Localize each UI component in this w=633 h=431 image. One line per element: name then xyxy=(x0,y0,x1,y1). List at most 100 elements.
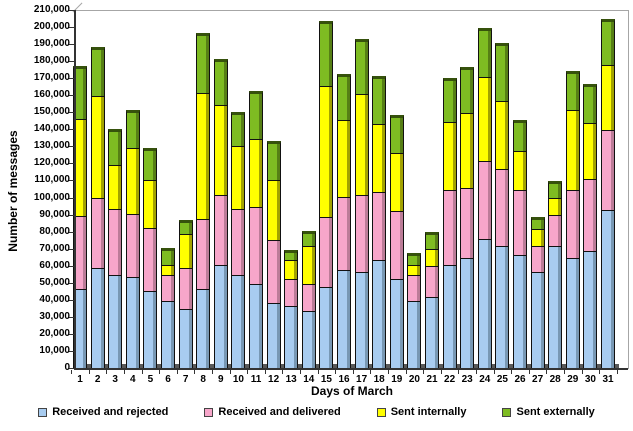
x-axis-tick-label: 1 xyxy=(77,374,83,385)
x-axis-tick-label: 26 xyxy=(514,374,526,385)
bar-base-shadow xyxy=(103,364,109,369)
bar-segment-sent-internally xyxy=(460,113,475,188)
x-axis-tick-label: 17 xyxy=(356,374,368,385)
bar-segment-received-and-delivered xyxy=(460,188,475,258)
x-axis-tick-label: 28 xyxy=(549,374,561,385)
bar-segment-received-and-rejected xyxy=(125,277,140,369)
x-axis-tick-label: 2 xyxy=(94,374,101,385)
y-axis-tick-label: 200,000 xyxy=(33,21,70,33)
x-axis-tick-label: 31 xyxy=(602,374,614,385)
legend-swatch-icon xyxy=(204,407,214,417)
x-axis-tick xyxy=(528,370,530,374)
y-axis-tick-label: 100,000 xyxy=(33,191,70,203)
bar-base-shadow xyxy=(86,364,91,369)
y-axis-tick xyxy=(69,299,74,301)
bar-segment-received-and-rejected xyxy=(495,246,510,369)
bar-segment-received-and-delivered xyxy=(73,216,87,289)
bar-base-shadow xyxy=(226,364,232,369)
bar-segment-sent-externally xyxy=(266,141,281,180)
y-axis-tick-label: 80,000 xyxy=(39,225,70,237)
stacked-bar-day-18 xyxy=(372,76,387,369)
legend: Received and rejected Received and delive… xyxy=(0,406,633,418)
y-axis-tick-label: 70,000 xyxy=(39,242,70,254)
bar-segment-sent-internally xyxy=(495,101,510,169)
bar-segment-sent-internally xyxy=(178,234,193,268)
bar-segment-received-and-delivered xyxy=(601,130,615,210)
bar-segment-received-and-rejected xyxy=(407,301,422,369)
y-axis-tick xyxy=(69,27,74,29)
bar-segment-received-and-delivered xyxy=(530,246,545,272)
stacked-bar-day-5 xyxy=(143,148,158,369)
bar-segment-sent-externally xyxy=(125,110,140,148)
y-axis-tick xyxy=(69,197,74,199)
bar-base-shadow xyxy=(402,364,408,369)
y-axis-tick-label: 20,000 xyxy=(39,327,70,339)
stacked-bar-day-23 xyxy=(460,67,475,369)
bar-segment-received-and-rejected xyxy=(389,279,404,369)
bar-segment-received-and-delivered xyxy=(565,190,580,258)
y-axis-tick-label: 190,000 xyxy=(33,38,70,50)
stacked-bar-day-1 xyxy=(73,66,87,369)
stacked-bar-day-15 xyxy=(319,21,334,369)
stacked-bar-day-21 xyxy=(425,232,439,369)
x-axis-tick-label: 22 xyxy=(444,374,456,385)
bar-segment-sent-externally xyxy=(442,78,457,122)
x-axis-tick xyxy=(352,370,354,374)
bar-segment-received-and-delivered xyxy=(125,214,140,277)
bar-segment-sent-internally xyxy=(513,151,527,190)
x-axis-tick xyxy=(141,370,143,374)
bar-segment-sent-externally xyxy=(213,59,228,105)
bar-segment-sent-externally xyxy=(108,129,123,165)
x-axis-tick-label: 21 xyxy=(426,374,438,385)
bar-base-shadow xyxy=(297,364,303,369)
bar-base-shadow xyxy=(314,364,320,369)
bar-segment-received-and-delivered xyxy=(319,217,334,287)
x-axis-tick xyxy=(264,370,266,374)
x-axis-tick xyxy=(493,370,495,374)
stacked-bar-day-13 xyxy=(284,250,299,369)
bar-segment-sent-internally xyxy=(565,110,580,190)
x-axis-tick-label: 29 xyxy=(567,374,579,385)
bar-segment-received-and-rejected xyxy=(513,255,527,369)
y-axis-tick-label: 130,000 xyxy=(33,140,70,152)
bar-segment-sent-internally xyxy=(301,246,316,284)
bar-segment-received-and-rejected xyxy=(249,284,263,369)
x-axis-tick xyxy=(388,370,389,374)
y-axis-tick-label: 160,000 xyxy=(33,89,70,101)
x-axis-tick-label: 12 xyxy=(268,374,280,385)
y-axis-tick-label: 120,000 xyxy=(33,157,70,169)
legend-item: Received and rejected xyxy=(38,406,168,418)
bar-base-shadow xyxy=(121,364,127,369)
bar-base-shadow xyxy=(209,364,215,369)
bar-segment-received-and-rejected xyxy=(460,258,475,369)
bar-segment-sent-externally xyxy=(407,253,422,265)
bar-base-shadow xyxy=(543,364,549,369)
bar-segment-sent-internally xyxy=(161,265,175,275)
bar-segment-sent-externally xyxy=(495,43,510,101)
y-axis-line xyxy=(74,10,76,369)
bar-base-shadow xyxy=(438,364,443,369)
bar-segment-sent-internally xyxy=(530,229,545,246)
y-axis-tick-label: 30,000 xyxy=(39,310,70,322)
bar-base-shadow xyxy=(367,364,373,369)
x-axis-tick-label: 30 xyxy=(584,374,596,385)
bar-segment-received-and-rejected xyxy=(425,297,439,369)
bar-segment-received-and-rejected xyxy=(266,303,281,369)
bar-segment-sent-externally xyxy=(143,148,158,180)
x-axis-tick xyxy=(581,370,583,374)
y-axis-tick xyxy=(69,180,74,182)
bar-segment-received-and-rejected xyxy=(90,268,105,369)
x-axis-tick-label: 3 xyxy=(112,374,118,385)
bar-base-shadow xyxy=(350,364,355,369)
bar-segment-sent-internally xyxy=(372,124,387,192)
bar-segment-sent-externally xyxy=(389,115,404,153)
x-axis-line xyxy=(74,368,628,370)
bar-segment-sent-externally xyxy=(319,21,334,86)
x-axis-tick xyxy=(106,370,108,374)
y-axis-tick xyxy=(69,231,74,233)
bar-segment-received-and-delivered xyxy=(548,215,563,246)
x-axis-tick xyxy=(282,370,284,374)
stacked-bar-day-24 xyxy=(477,28,492,369)
x-axis-tick xyxy=(370,370,372,374)
stacked-bar-day-25 xyxy=(495,43,510,369)
